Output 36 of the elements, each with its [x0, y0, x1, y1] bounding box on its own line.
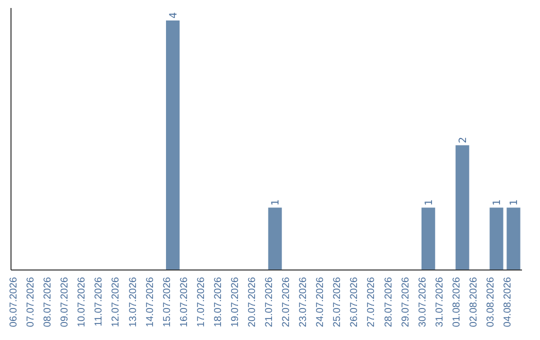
- x-tick-label: 15.07.2026: [162, 276, 173, 328]
- x-tick-label: 02.08.2026: [468, 276, 480, 328]
- x-tick-label: 31.07.2026: [434, 276, 446, 328]
- x-tick-label: 08.07.2026: [42, 276, 54, 328]
- x-tick-label: 22.07.2026: [281, 276, 292, 328]
- data-label: 4: [168, 12, 180, 18]
- data-label: 1: [492, 199, 503, 206]
- x-tick-label: 16.07.2026: [178, 276, 190, 328]
- x-tick-label: 29.07.2026: [400, 276, 412, 328]
- x-tick-label: 03.08.2026: [485, 276, 496, 328]
- x-tick-label: 13.07.2026: [128, 276, 139, 328]
- x-tick-label: 17.07.2026: [196, 276, 207, 328]
- data-label: 1: [508, 199, 520, 206]
- x-tick-label: 23.07.2026: [298, 276, 310, 328]
- x-tick-label: 25.07.2026: [332, 276, 344, 328]
- data-label: 1: [424, 199, 435, 206]
- x-tick-label: 10.07.2026: [76, 276, 88, 328]
- x-tick-label: 21.07.2026: [264, 276, 276, 328]
- x-tick-label: 09.07.2026: [60, 276, 71, 328]
- x-tick-label: 07.07.2026: [26, 276, 37, 328]
- x-tick-label: 11.07.2026: [94, 276, 105, 326]
- x-tick-label: 30.07.2026: [417, 276, 428, 328]
- x-tick-label: 01.08.2026: [451, 276, 462, 328]
- x-tick-label: 12.07.2026: [110, 276, 122, 328]
- x-tick-label: 27.07.2026: [366, 276, 378, 328]
- data-label: 2: [458, 136, 469, 144]
- x-tick-label: 06.07.2026: [8, 276, 20, 328]
- x-tick-label: 04.08.2026: [502, 276, 514, 328]
- x-tick-label: 24.07.2026: [315, 276, 326, 328]
- x-tick-label: 26.07.2026: [349, 276, 360, 328]
- x-tick-label: 20.07.2026: [246, 276, 258, 328]
- x-tick-label: 19.07.2026: [230, 276, 241, 328]
- x-tick-label: 28.07.2026: [383, 276, 394, 328]
- data-label: 1: [270, 199, 282, 206]
- x-tick-label: 18.07.2026: [212, 276, 224, 328]
- x-tick-label: 14.07.2026: [144, 276, 156, 328]
